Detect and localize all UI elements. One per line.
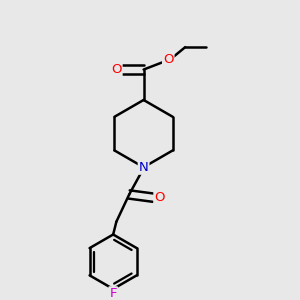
- Text: O: O: [163, 53, 173, 66]
- Text: N: N: [139, 161, 148, 174]
- Text: F: F: [110, 287, 117, 300]
- Text: O: O: [111, 63, 122, 76]
- Text: O: O: [154, 191, 165, 204]
